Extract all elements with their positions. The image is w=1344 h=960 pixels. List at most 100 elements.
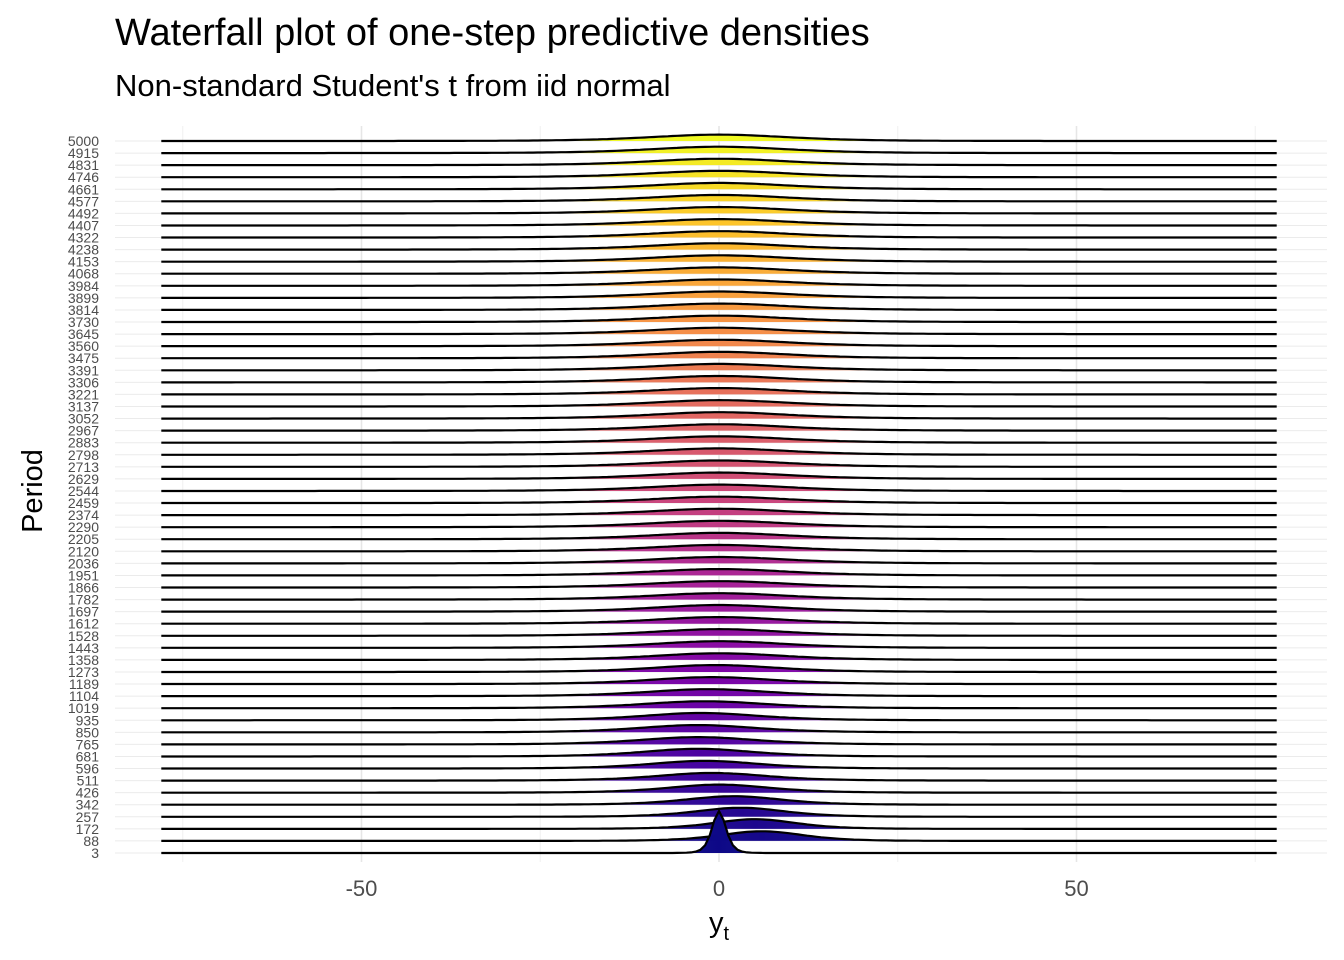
ridge-4492 — [161, 205, 1277, 215]
ridge-line — [161, 205, 1277, 215]
ridge-fill — [161, 544, 1277, 552]
ridge-3984 — [161, 278, 1277, 287]
ridge-fill — [161, 146, 1277, 154]
y-tick-label: 1189 — [69, 676, 99, 692]
y-tick-label: 3052 — [68, 411, 99, 427]
ridge-line — [161, 603, 1277, 613]
y-tick-label: 2544 — [68, 483, 99, 499]
ridge-fill — [161, 496, 1277, 503]
ridge-line — [161, 338, 1277, 348]
ridge-line — [161, 133, 1277, 143]
y-tick-label: 1951 — [68, 567, 99, 583]
y-tick-label: 3814 — [68, 302, 99, 318]
y-tick-label: 3560 — [68, 338, 99, 354]
y-tick-label: 3984 — [68, 278, 99, 294]
ridge-2713 — [161, 459, 1277, 468]
ridge-fill — [161, 557, 1277, 564]
ridge-fill — [161, 291, 1277, 298]
ridge-fill — [161, 653, 1277, 660]
ridge-fill — [161, 508, 1277, 516]
ridge-line — [161, 519, 1277, 529]
y-tick-label: 1104 — [69, 688, 99, 704]
y-tick-label: 172 — [76, 821, 100, 837]
ridge-fill — [161, 581, 1277, 588]
chart-subtitle: Non-standard Student's t from iid normal — [115, 68, 671, 103]
ridge-line — [161, 145, 1277, 155]
ridge-2120 — [161, 543, 1277, 553]
ridge-4322 — [161, 230, 1277, 239]
ridge-line — [161, 302, 1277, 311]
ridge-line — [161, 411, 1277, 420]
ridge-fill — [161, 231, 1277, 238]
ridge-line — [161, 627, 1277, 637]
ridge-line — [161, 783, 1277, 794]
y-tick-label: 1866 — [68, 580, 99, 596]
ridge-fill — [161, 689, 1277, 697]
ridge-line — [161, 387, 1277, 396]
ridge-1019 — [161, 700, 1277, 710]
ridge-765 — [161, 736, 1277, 746]
ridge-596 — [161, 759, 1277, 770]
ridges — [161, 133, 1277, 855]
ridge-line — [161, 640, 1277, 649]
ridge-line — [161, 664, 1277, 674]
ridge-3052 — [161, 411, 1277, 420]
y-tick-label: 1782 — [68, 592, 99, 608]
y-tick-label: 1443 — [68, 640, 99, 656]
ridge-1951 — [161, 568, 1277, 577]
ridge-fill — [161, 279, 1277, 286]
ridge-fill — [161, 424, 1277, 431]
ridge-line — [161, 747, 1277, 758]
x-axis-title: yt — [709, 907, 730, 945]
x-axis-title-main: y — [709, 907, 724, 939]
ridge-4577 — [161, 193, 1277, 203]
x-tick-label: 50 — [1064, 876, 1088, 901]
y-tick-label: 681 — [76, 748, 100, 764]
ridge-681 — [161, 747, 1277, 758]
ridge-fill — [161, 617, 1277, 624]
y-tick-label: 2967 — [68, 423, 99, 439]
x-axis-title-subscript: t — [723, 923, 729, 945]
ridge-fill — [161, 182, 1277, 190]
ridge-line — [161, 326, 1277, 336]
y-tick-label: 765 — [76, 736, 100, 752]
y-tick-label: 1612 — [68, 616, 99, 632]
ridge-fill — [161, 460, 1277, 467]
ridge-fill — [161, 605, 1277, 612]
y-tick-label: 4746 — [68, 169, 99, 185]
ridge-fill — [161, 484, 1277, 491]
ridge-fill — [161, 796, 1277, 805]
ridge-fill — [161, 520, 1277, 528]
ridge-line — [161, 531, 1277, 541]
y-tick-label: 4068 — [68, 266, 99, 282]
ridge-fill — [161, 195, 1277, 202]
ridge-1528 — [161, 627, 1277, 637]
ridge-line — [161, 543, 1277, 553]
ridge-3814 — [161, 302, 1277, 311]
ridge-line — [161, 181, 1277, 191]
ridge-line — [161, 616, 1277, 625]
ridge-2290 — [161, 519, 1277, 529]
ridge-1358 — [161, 652, 1277, 661]
ridge-2629 — [161, 471, 1277, 480]
y-tick-label: 4407 — [68, 217, 99, 233]
ridge-line — [161, 350, 1277, 360]
ridge-line — [161, 771, 1277, 782]
ridge-fill — [161, 448, 1277, 455]
y-tick-label: 2205 — [68, 531, 99, 547]
ridge-4407 — [161, 218, 1277, 227]
ridge-line — [161, 736, 1277, 746]
ridge-2374 — [161, 507, 1277, 517]
ridge-4153 — [161, 254, 1277, 263]
y-tick-label: 5000 — [68, 133, 99, 149]
ridge-935 — [161, 711, 1277, 722]
y-tick-label: 596 — [76, 761, 100, 777]
ridge-fill — [161, 267, 1277, 274]
ridge-4661 — [161, 181, 1277, 191]
ridge-fill — [161, 351, 1277, 359]
ridge-line — [161, 435, 1277, 444]
y-tick-label: 1273 — [68, 664, 99, 680]
y-tick-label: 4238 — [68, 242, 99, 258]
ridge-fill — [161, 737, 1277, 745]
